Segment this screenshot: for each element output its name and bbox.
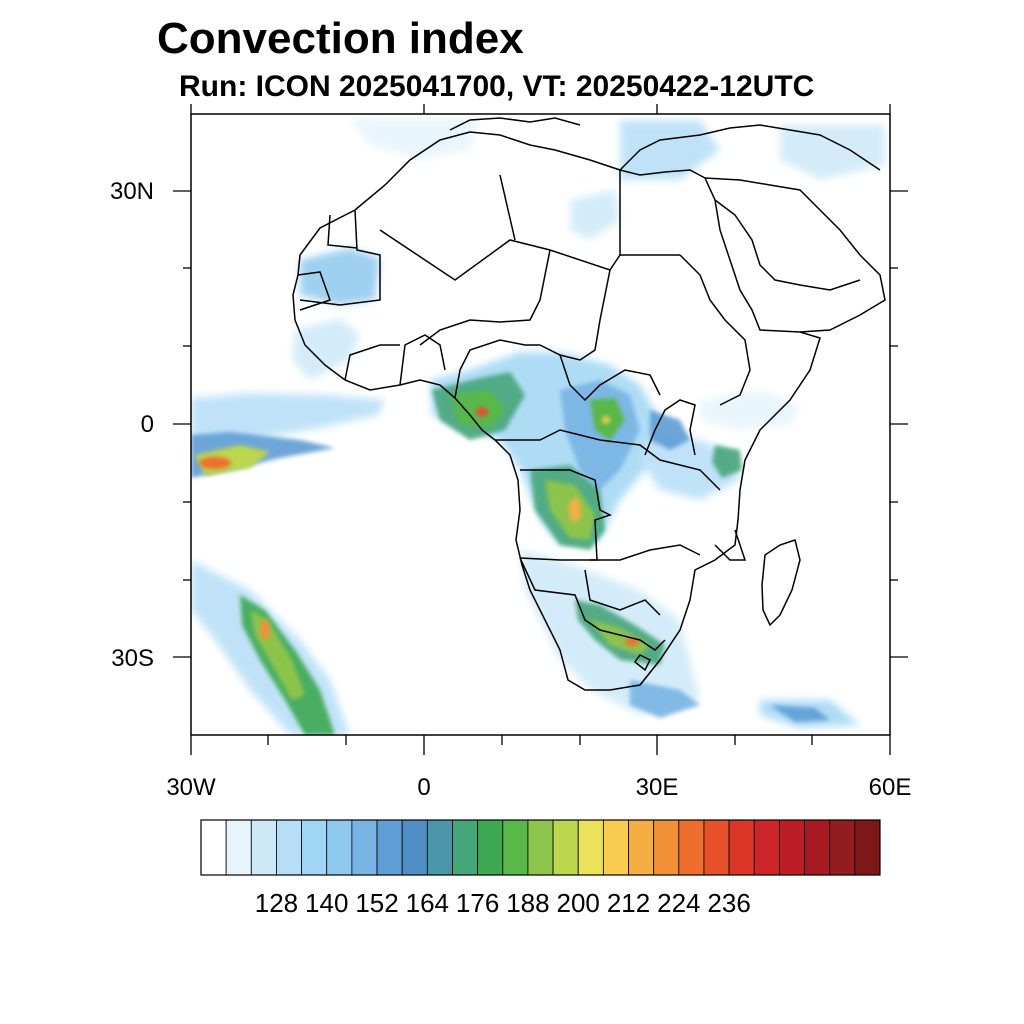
colorbar-label: 140 xyxy=(305,888,349,918)
colorbar-swatch xyxy=(200,819,227,876)
colorbar-swatch xyxy=(376,819,403,876)
colorbar-swatch xyxy=(678,819,705,876)
colorbar-swatch xyxy=(653,819,680,876)
colorbar-swatch xyxy=(326,819,353,876)
lat-label-30s: 30S xyxy=(111,645,154,672)
chart-title: Convection index xyxy=(157,14,524,63)
colorbar-swatch xyxy=(804,819,831,876)
colorbar-label: 200 xyxy=(556,888,600,918)
lon-label-0: 0 xyxy=(417,774,431,801)
lon-label-30w: 30W xyxy=(166,774,216,801)
colorbar-frame xyxy=(200,819,881,876)
axis-ticks xyxy=(173,104,908,755)
colorbar-swatch xyxy=(779,819,805,876)
lon-label-30e: 30E xyxy=(635,774,679,801)
colorbar-swatch xyxy=(703,819,730,876)
coastlines-borders xyxy=(292,117,886,691)
colorbar-label: 152 xyxy=(355,888,399,918)
colorbar-swatch xyxy=(602,819,629,876)
lat-label-0: 0 xyxy=(140,411,154,438)
lon-label-60e: 60E xyxy=(868,774,912,801)
colorbar-label: 164 xyxy=(405,888,450,918)
colorbar-swatch xyxy=(527,819,554,876)
colorbar-swatch xyxy=(577,819,604,876)
colorbar-swatch xyxy=(552,819,579,876)
colorbar-label: 236 xyxy=(707,888,751,918)
colorbar xyxy=(200,819,881,876)
colorbar-swatch xyxy=(401,819,428,876)
colorbar-swatch xyxy=(225,819,252,876)
colorbar-swatch xyxy=(477,819,504,876)
colorbar-label: 188 xyxy=(506,888,550,918)
colorbar-swatch xyxy=(250,819,277,876)
colorbar-swatch xyxy=(426,819,453,876)
colorbar-swatch xyxy=(351,819,378,876)
colorbar-swatch xyxy=(753,819,780,876)
colorbar-swatch xyxy=(276,819,302,876)
lat-label-30n: 30N xyxy=(109,178,154,205)
colorbar-swatch xyxy=(452,819,479,876)
colorbar-label: 128 xyxy=(254,888,299,918)
colorbar-swatch xyxy=(301,819,328,876)
colorbar-swatch xyxy=(854,819,881,876)
colorbar-swatch xyxy=(628,819,655,876)
chart-subtitle: Run: ICON 2025041700, VT: 20250422-12UTC xyxy=(179,70,815,103)
convection-field xyxy=(191,118,885,735)
colorbar-swatch xyxy=(829,819,856,876)
colorbar-label: 176 xyxy=(455,888,500,918)
colorbar-label: 212 xyxy=(606,888,651,918)
colorbar-swatch xyxy=(728,819,755,876)
colorbar-swatch xyxy=(502,819,529,876)
colorbar-label: 224 xyxy=(657,888,701,918)
